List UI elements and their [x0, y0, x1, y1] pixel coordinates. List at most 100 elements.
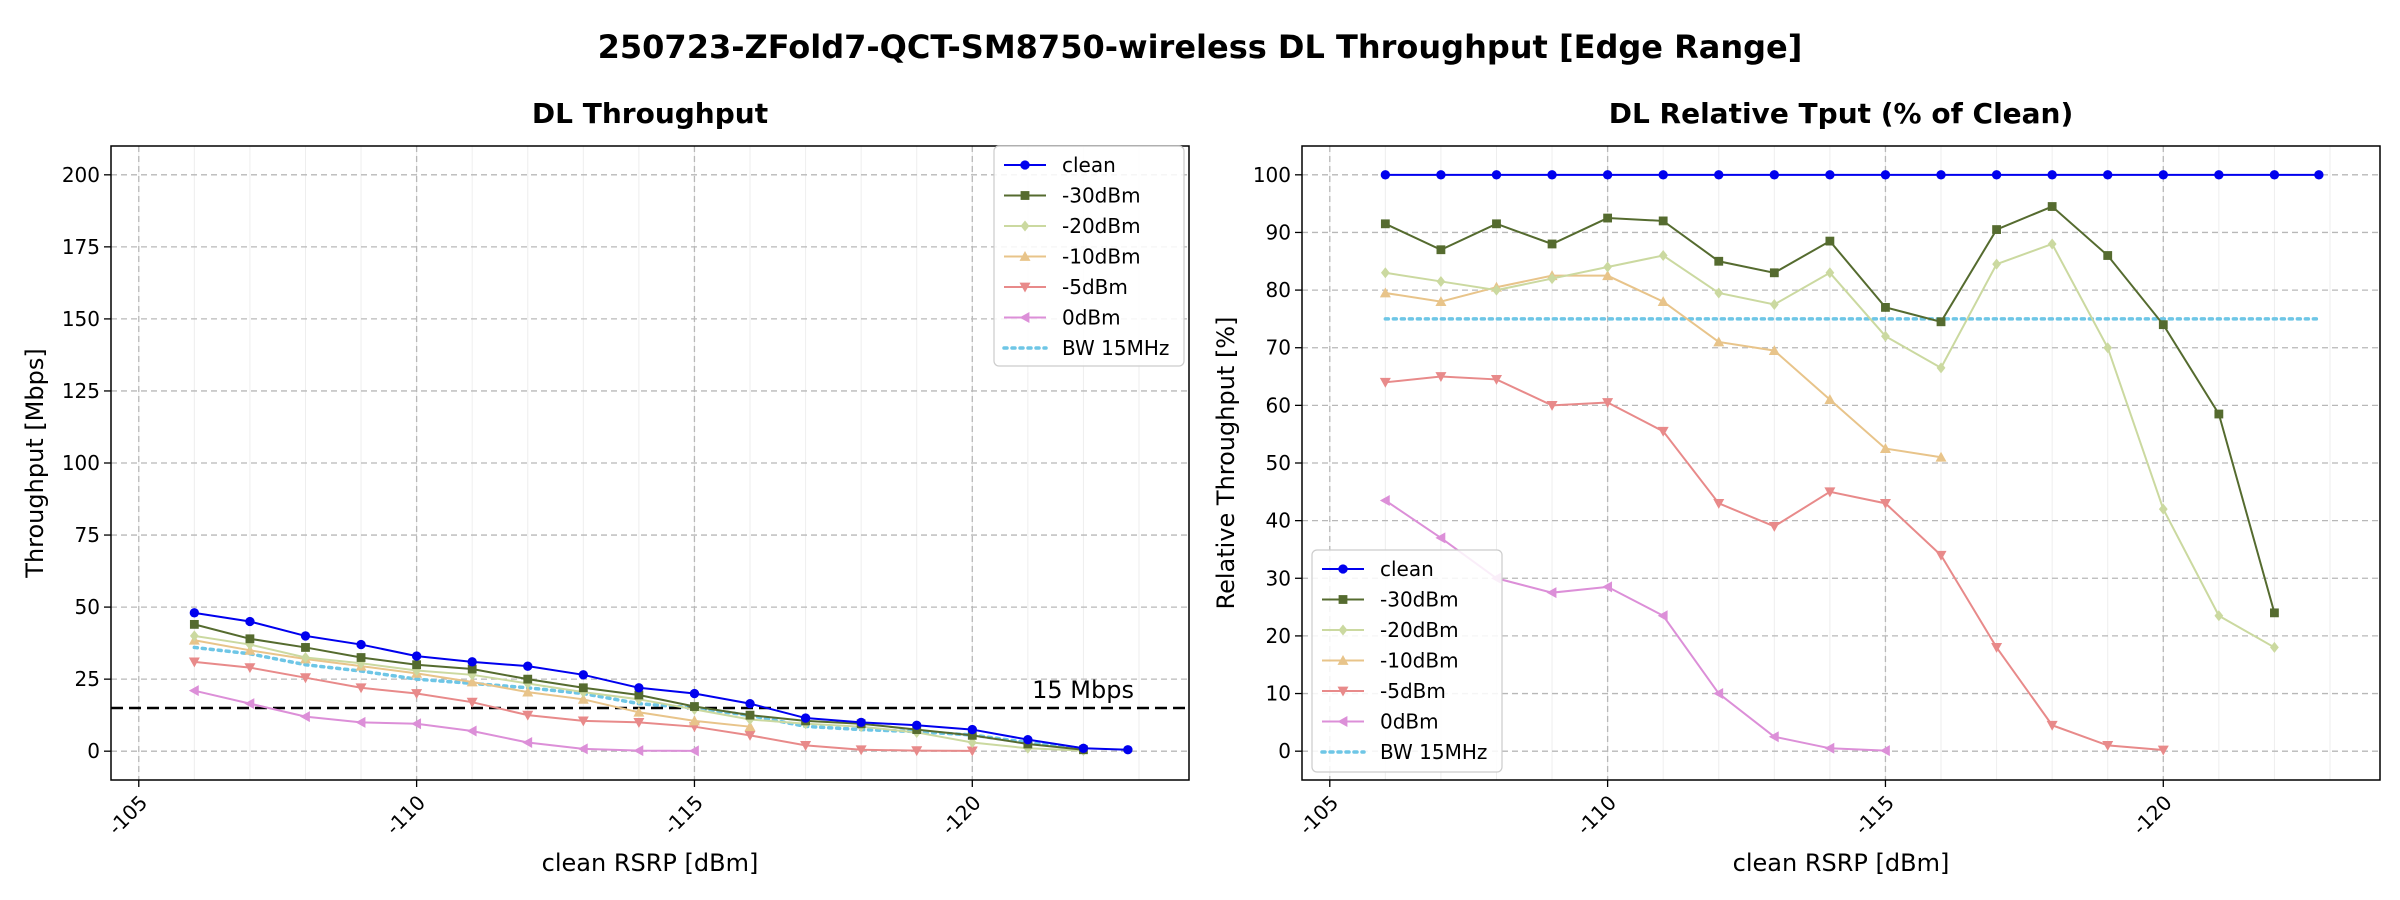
data-point	[1935, 451, 1947, 462]
data-point	[1769, 170, 1779, 180]
legend-marker	[1019, 312, 1030, 323]
legend: clean -30dBm -20dBm -10dBm -5dBm 0dBm BW 15MHz	[1311, 549, 1503, 773]
data-point	[466, 725, 477, 737]
legend-marker	[1338, 624, 1348, 636]
data-point	[2214, 409, 2224, 419]
y-tick-label: 60	[1266, 393, 1291, 417]
data-point	[2047, 170, 2057, 180]
data-point	[1825, 267, 1835, 279]
y-tick-label: 100	[1253, 163, 1291, 187]
data-point	[1769, 299, 1779, 310]
y-tick-label: 0	[1278, 739, 1291, 763]
data-point	[1491, 170, 1502, 180]
series-5dbm	[1379, 372, 2169, 756]
data-point	[1436, 245, 1446, 255]
y-tick-label: 80	[1266, 278, 1291, 302]
data-point	[1602, 170, 1613, 180]
legend-marker	[1338, 595, 1348, 604]
legend-marker	[1019, 282, 1031, 293]
data-point	[412, 660, 422, 670]
axes-title: DL Relative Tput (% of Clean)	[1609, 97, 2074, 130]
data-point	[355, 716, 366, 728]
data-point	[355, 683, 367, 694]
data-point	[1879, 745, 1890, 757]
data-point	[1380, 170, 1391, 180]
y-tick-label: 50	[75, 595, 100, 619]
legend-label: 0dBm	[1062, 306, 1121, 330]
data-point	[689, 688, 700, 699]
y-tick-label: 50	[1266, 451, 1291, 475]
data-point	[189, 619, 199, 629]
axes-title: DL Throughput	[532, 97, 768, 130]
data-point	[634, 683, 644, 693]
data-point	[1658, 216, 1668, 226]
data-point	[2214, 170, 2224, 180]
data-point	[1936, 317, 1946, 327]
y-tick-label: 30	[1266, 566, 1291, 590]
data-point	[1436, 170, 1446, 180]
data-point	[578, 670, 588, 680]
x-axis-label: clean RSRP [dBm]	[1733, 849, 1950, 877]
data-point	[1936, 170, 1946, 180]
data-point	[1714, 256, 1724, 266]
data-point	[299, 673, 311, 684]
data-point	[2314, 170, 2324, 180]
data-point	[1492, 284, 1501, 296]
data-point	[690, 702, 699, 711]
legend-label: clean	[1380, 557, 1434, 581]
data-point	[2047, 202, 2057, 211]
legend-label: -20dBm	[1380, 618, 1459, 642]
data-point	[466, 676, 478, 687]
data-point	[1546, 587, 1557, 599]
data-point	[1880, 170, 1891, 180]
data-point	[411, 718, 422, 730]
data-point	[1380, 267, 1390, 279]
y-tick-label: 10	[1266, 682, 1291, 706]
data-point	[745, 710, 755, 720]
data-point	[301, 643, 310, 652]
y-tick-label: 25	[75, 667, 100, 691]
x-tick-label: -105	[1294, 790, 1343, 839]
data-point	[1881, 302, 1890, 312]
data-point	[301, 652, 310, 664]
legend-marker	[1337, 716, 1348, 727]
figure-title: 250723-ZFold7-QCT-SM8750-wireless DL Thr…	[597, 28, 1803, 66]
data-point	[745, 698, 755, 709]
data-point	[1657, 610, 1668, 622]
data-point	[633, 745, 644, 757]
data-point	[189, 630, 199, 642]
series-0dbm	[188, 685, 699, 757]
data-point	[188, 685, 199, 697]
data-point	[1657, 296, 1669, 307]
data-point	[2269, 170, 2280, 180]
data-point	[912, 720, 922, 730]
y-tick-label: 175	[62, 235, 100, 259]
data-point	[1936, 362, 1946, 374]
legend-label: -20dBm	[1062, 214, 1141, 238]
data-point	[2214, 610, 2224, 622]
data-point	[577, 716, 589, 727]
y-tick-label: 75	[75, 523, 100, 547]
legend-label: -30dBm	[1062, 184, 1141, 208]
data-point	[1379, 377, 1391, 388]
data-point	[1825, 236, 1835, 246]
series-5dbm	[188, 657, 978, 757]
data-point	[245, 634, 255, 644]
data-point	[1603, 261, 1613, 273]
data-point	[1713, 336, 1725, 347]
series-clean	[189, 608, 1133, 755]
data-point	[1658, 250, 1668, 262]
x-axis-label: clean RSRP [dBm]	[542, 849, 759, 877]
x-tick-label: -115	[1850, 790, 1899, 839]
data-point	[1602, 581, 1613, 593]
data-point	[2103, 342, 2113, 354]
data-point	[1714, 287, 1724, 299]
data-point	[356, 639, 366, 650]
data-point	[2046, 720, 2058, 731]
data-point	[244, 698, 255, 710]
data-point	[2270, 641, 2279, 653]
data-point	[1435, 532, 1446, 544]
data-point	[1824, 394, 1836, 404]
data-point	[634, 690, 644, 700]
data-point	[800, 741, 812, 751]
